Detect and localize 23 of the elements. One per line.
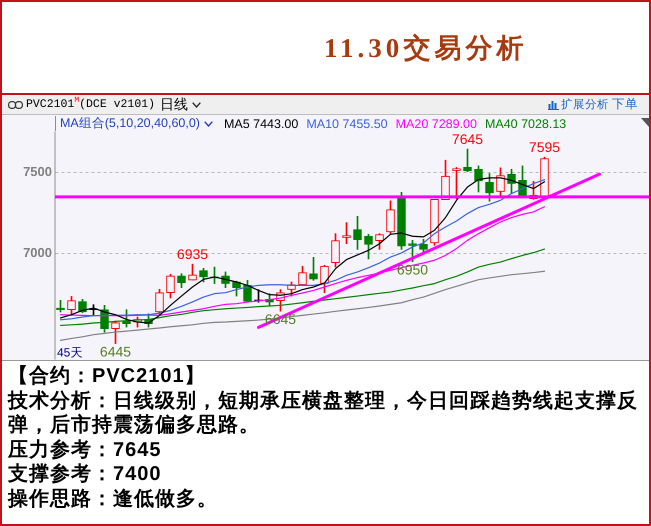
text: 日线	[160, 96, 188, 114]
text: MA10 7455.50	[306, 116, 388, 130]
text: 扩展分析	[561, 97, 609, 112]
text: 技术分析：日线级别，短期承压横盘整理，今日回踩趋势线起支撑反弹，后市持震荡偏多思路。	[8, 388, 639, 438]
chart-title: 11.30交易分析	[324, 32, 528, 64]
y-tick-label: 7000	[23, 245, 52, 260]
text: 压力参考：7645	[8, 438, 162, 462]
legend-title: MA组合(5,10,20,40,60,0)	[60, 115, 200, 132]
text: 【合约：PVC2101】	[8, 364, 207, 389]
text: 支撑参考：7400	[8, 462, 162, 487]
annotation: 45天	[57, 345, 82, 360]
y-tick-label: 7500	[23, 164, 52, 180]
text: 操作思路：逢低做多。	[8, 486, 219, 512]
annotation: 6445	[100, 343, 132, 360]
text: MA20 7289.00	[396, 116, 477, 130]
text: MA5 7443.00	[224, 116, 298, 130]
annotation: 6950	[396, 262, 428, 278]
annotation: 7595	[528, 138, 560, 155]
text: 下单	[612, 96, 638, 113]
chart-subtitle: PVC2101$^{M}$(DCE v2101)	[26, 95, 156, 113]
annotation: 7645	[452, 130, 484, 147]
text: MA40 7028.13	[484, 116, 566, 130]
annotation: 6935	[176, 246, 208, 262]
